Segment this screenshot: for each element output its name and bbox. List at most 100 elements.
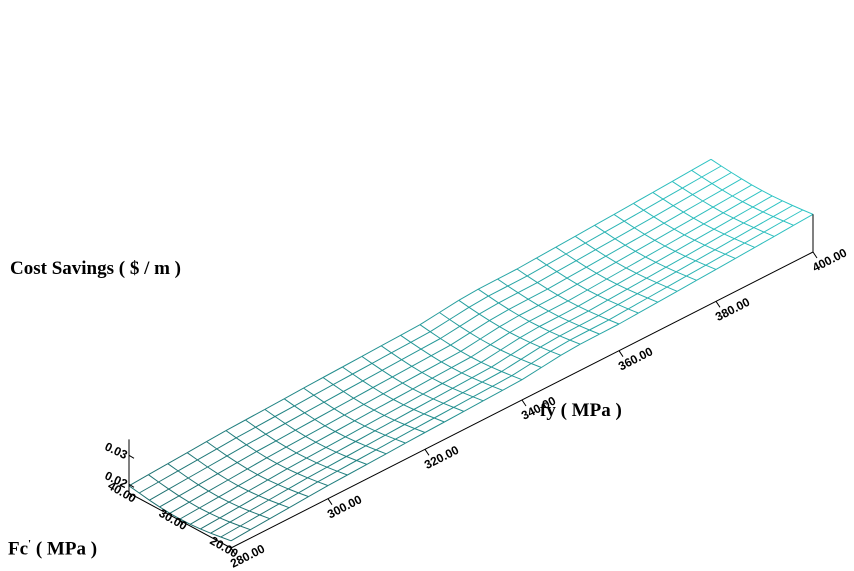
mesh-line-fc	[634, 216, 655, 229]
mesh-line-fc	[228, 490, 249, 503]
mesh-line-fc	[604, 220, 625, 233]
mesh-line-fc	[671, 169, 692, 182]
mesh-line-fc	[633, 191, 654, 204]
mesh-line-fc	[618, 312, 639, 325]
mesh-line-fc	[149, 488, 170, 501]
mesh-line-fc	[517, 282, 538, 294]
mesh-line-fc	[405, 432, 426, 444]
mesh-line-fc	[419, 312, 440, 326]
mesh-line-fc	[364, 414, 385, 427]
mesh-line-fc	[381, 359, 402, 371]
mesh-line-fc	[259, 503, 280, 516]
fc-tick-label: 30.00	[156, 506, 189, 533]
mesh-line-fc	[498, 292, 519, 304]
mesh-line-fc	[530, 350, 551, 364]
mesh-line-fc	[206, 430, 227, 443]
mesh-line-fc	[362, 369, 383, 382]
mesh-line-fc	[343, 380, 364, 392]
mesh-line-fc	[624, 233, 645, 246]
mesh-line-fc	[635, 239, 656, 252]
mesh-line-fc	[644, 222, 665, 235]
mesh-line-fc	[219, 506, 240, 519]
mesh-line-fy	[186, 452, 290, 509]
mesh-line-fc	[762, 200, 783, 213]
mesh-line-fc	[138, 481, 159, 494]
mesh-line-fc	[666, 275, 687, 288]
mesh-line-fc	[218, 485, 239, 498]
mesh-line-fc	[128, 474, 149, 487]
mesh-line-fc	[704, 233, 725, 246]
mesh-line-fc	[566, 266, 587, 279]
mesh-line-fc	[627, 297, 648, 310]
mesh-line-fc	[322, 366, 343, 378]
mesh-line-fc	[752, 195, 773, 208]
mesh-line-fc	[480, 349, 501, 363]
mesh-line-fc	[614, 227, 635, 240]
mesh-line-fc	[220, 525, 241, 538]
mesh-line-fc	[199, 496, 220, 509]
mesh-line-fc	[654, 228, 675, 241]
mesh-line-fc	[479, 326, 500, 340]
mesh-line-fc	[346, 445, 367, 457]
mesh-line-fc	[702, 189, 723, 202]
mesh-line-fc	[607, 288, 628, 301]
mesh-line-fc	[442, 372, 463, 384]
mesh-line-fc	[555, 235, 576, 248]
mesh-line-fc	[276, 452, 297, 465]
mesh-line-fc	[695, 249, 716, 262]
mesh-line-fc	[509, 320, 530, 333]
mesh-line-fc	[586, 255, 607, 268]
mesh-line-fc	[168, 477, 189, 490]
mesh-line-fc	[324, 414, 345, 427]
mesh-line-fc	[216, 437, 237, 450]
mesh-line-fc	[567, 289, 588, 302]
fc-axis-label-main: Fc	[8, 538, 29, 560]
mesh-line-fc	[539, 315, 560, 327]
mesh-line-fc	[413, 398, 434, 410]
mesh-line-fc	[200, 517, 221, 530]
mesh-line-fc	[422, 383, 443, 395]
mesh-line-fc	[335, 441, 356, 453]
mesh-line-fc	[490, 332, 511, 346]
mesh-line-fc	[598, 304, 619, 317]
mesh-line-fc	[599, 323, 620, 335]
mesh-line-fc	[402, 372, 423, 384]
mesh-line-fc	[431, 367, 452, 379]
mesh-line-fc	[565, 242, 586, 255]
mesh-line-fc	[255, 416, 276, 428]
mesh-line-fc	[333, 397, 354, 410]
mesh-line-fc	[721, 178, 742, 191]
mesh-line-fc	[502, 379, 523, 391]
mesh-line-fc	[246, 433, 267, 446]
mesh-line-fc	[713, 217, 734, 230]
mesh-line-fc	[372, 376, 393, 388]
fy-tick-label: 380.00	[713, 295, 752, 324]
fy-tick-mark	[521, 399, 527, 407]
mesh-line-fc	[354, 409, 375, 422]
mesh-line-fc	[507, 275, 528, 287]
mesh-line-fc	[722, 201, 743, 214]
mesh-line-fc	[463, 400, 484, 412]
mesh-line-fc	[662, 187, 683, 200]
mesh-line-fc	[657, 290, 678, 303]
mesh-line-fc	[403, 393, 424, 406]
mesh-line-fc	[773, 224, 794, 237]
mesh-line-fc	[596, 261, 617, 274]
mesh-line-fc	[345, 425, 366, 438]
mesh-line-fy	[128, 485, 232, 542]
mesh-line-fc	[685, 244, 706, 257]
fy-tick-label: 320.00	[422, 443, 461, 472]
fy-axis-label: fy ( MPa )	[540, 400, 622, 421]
mesh-line-fc	[266, 446, 287, 459]
mesh-line-fc	[675, 260, 696, 273]
mesh-line-fc	[693, 206, 714, 219]
mesh-line-fc	[663, 211, 684, 224]
mesh-line-fc	[297, 462, 318, 474]
mesh-line-fc	[383, 404, 404, 416]
mesh-line-fc	[558, 305, 579, 317]
mesh-line-fc	[546, 253, 567, 266]
mesh-line-fc	[197, 448, 218, 461]
mesh-line-fc	[159, 495, 180, 508]
mesh-line-fc	[198, 473, 219, 486]
mesh-line-fc	[772, 205, 793, 218]
